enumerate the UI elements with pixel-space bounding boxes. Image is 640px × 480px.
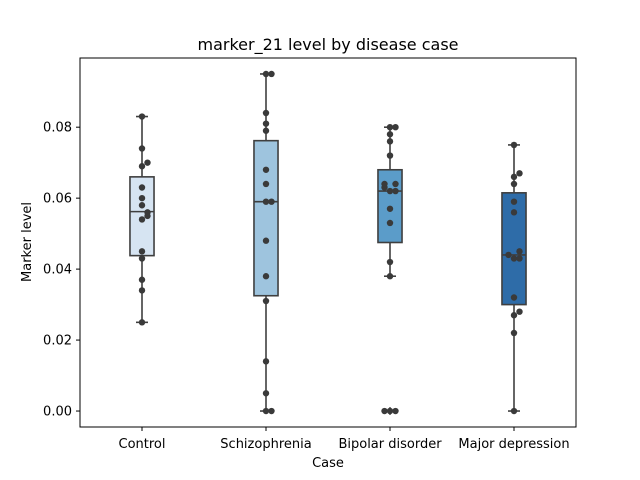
data-point bbox=[386, 273, 394, 280]
data-point bbox=[262, 273, 270, 280]
x-tick-label: Major depression bbox=[458, 437, 569, 452]
data-point bbox=[144, 209, 151, 216]
data-point bbox=[381, 407, 388, 415]
x-tick-label: Schizophrenia bbox=[220, 437, 311, 452]
data-point bbox=[138, 113, 146, 120]
data-point bbox=[386, 407, 394, 415]
data-point bbox=[262, 109, 270, 117]
y-tick-label: 0.08 bbox=[43, 121, 72, 136]
data-point bbox=[516, 308, 523, 315]
y-axis: 0.00 0.02 0.04 0.06 0.08 bbox=[43, 121, 80, 420]
data-point bbox=[138, 276, 146, 283]
data-point bbox=[138, 287, 146, 294]
points-layer bbox=[138, 70, 523, 415]
data-point bbox=[392, 407, 399, 415]
data-point bbox=[144, 159, 151, 166]
data-point bbox=[510, 180, 518, 188]
data-point bbox=[138, 202, 146, 209]
y-axis-title: Marker level bbox=[20, 202, 35, 282]
y-tick-label: 0.00 bbox=[43, 405, 72, 420]
boxes-layer bbox=[129, 73, 527, 416]
data-point bbox=[381, 180, 388, 188]
y-tick-label: 0.04 bbox=[43, 263, 72, 278]
chart-title: marker_21 level by disease case bbox=[197, 35, 458, 55]
data-point bbox=[262, 407, 270, 415]
box-group bbox=[377, 126, 403, 416]
x-axis-title: Case bbox=[312, 456, 344, 471]
data-point bbox=[262, 127, 270, 134]
x-tick-label: Control bbox=[119, 437, 166, 452]
y-tick-label: 0.02 bbox=[43, 334, 72, 349]
data-point bbox=[386, 131, 394, 138]
data-point bbox=[510, 209, 518, 216]
data-point bbox=[262, 180, 270, 188]
data-point bbox=[386, 152, 394, 159]
data-point bbox=[262, 120, 270, 127]
data-point bbox=[262, 390, 270, 397]
data-point bbox=[262, 358, 270, 365]
data-point bbox=[138, 145, 146, 152]
data-point bbox=[386, 258, 394, 266]
data-point bbox=[138, 194, 146, 202]
data-point bbox=[392, 187, 399, 195]
data-point bbox=[510, 198, 518, 205]
data-point bbox=[386, 123, 394, 131]
data-point bbox=[510, 141, 518, 149]
data-point bbox=[262, 70, 270, 78]
data-point bbox=[510, 294, 518, 301]
data-point bbox=[262, 297, 270, 305]
data-point bbox=[262, 237, 270, 244]
data-point bbox=[510, 173, 518, 181]
data-point bbox=[392, 180, 399, 188]
data-point bbox=[262, 198, 270, 205]
data-point bbox=[138, 319, 146, 326]
data-point bbox=[516, 170, 523, 177]
data-point bbox=[262, 166, 270, 173]
x-tick-label: Bipolar disorder bbox=[338, 437, 442, 452]
data-point bbox=[505, 251, 512, 259]
x-axis: Control Schizophrenia Bipolar disorder Majo… bbox=[119, 427, 570, 452]
data-point bbox=[510, 407, 518, 415]
plot-frame bbox=[79, 57, 577, 428]
data-point bbox=[268, 407, 275, 415]
data-point bbox=[510, 329, 518, 337]
data-point bbox=[138, 216, 146, 223]
data-point bbox=[386, 138, 394, 145]
data-point bbox=[516, 255, 523, 262]
data-point bbox=[516, 248, 523, 255]
data-point bbox=[268, 70, 275, 78]
box-iqr bbox=[253, 139, 279, 297]
data-point bbox=[138, 184, 146, 191]
data-point bbox=[392, 123, 399, 131]
data-point bbox=[510, 255, 518, 262]
data-point bbox=[510, 312, 518, 319]
data-point bbox=[386, 205, 394, 212]
data-point bbox=[268, 198, 275, 205]
data-point bbox=[386, 219, 394, 227]
data-point bbox=[386, 187, 394, 195]
data-point bbox=[138, 248, 146, 255]
y-tick-label: 0.06 bbox=[43, 192, 72, 207]
data-point bbox=[138, 255, 146, 262]
data-point bbox=[138, 163, 146, 170]
